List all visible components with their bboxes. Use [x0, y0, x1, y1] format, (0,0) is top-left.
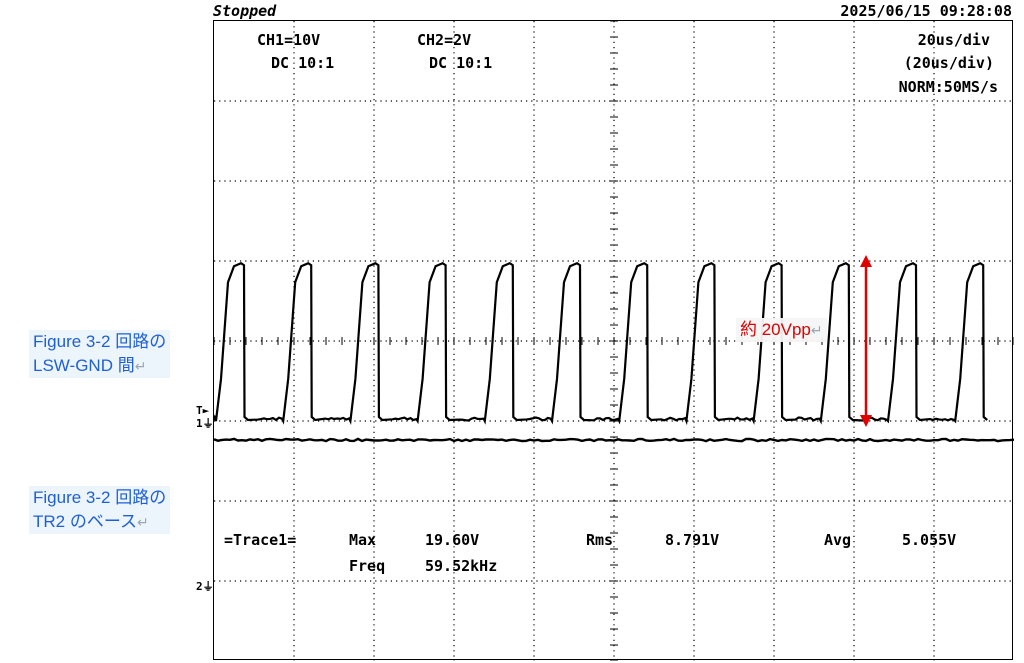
ch2-annotation: Figure 3-2 回路の TR2 のベース↵ [29, 486, 171, 534]
max-label: Max [349, 531, 377, 549]
vpp-annotation: 約 20Vpp↵ [736, 318, 827, 342]
waveform-plot [214, 21, 1014, 661]
ch2-scale: CH2=2V [417, 31, 472, 49]
ch2-coupling: DC 10:1 [429, 54, 493, 72]
return-mark: ↵ [137, 514, 149, 530]
ch1-scale: CH1=10V [257, 31, 321, 49]
acquire-mode: NORM:50MS/s [898, 78, 998, 96]
rms-value: 8.791V [665, 531, 720, 549]
freq-value: 59.52kHz [425, 557, 498, 575]
ch2-annotation-line1: Figure 3-2 回路の [33, 488, 167, 507]
ch1-trace [214, 261, 988, 426]
ch2-annotation-line2: TR2 のベース [33, 512, 137, 531]
avg-label: Avg [824, 531, 852, 549]
vpp-arrow-head-up [860, 255, 872, 267]
return-mark: ↵ [810, 322, 823, 338]
freq-label: Freq [349, 557, 386, 575]
graticule [214, 21, 1014, 661]
vpp-arrow [860, 255, 872, 427]
avg-value: 5.055V [902, 531, 957, 549]
ch2-ground-marker: 2⏚ [196, 580, 214, 593]
ch1-annotation-line2: LSW-GND 間 [33, 356, 135, 375]
ch1-coupling: DC 10:1 [271, 54, 335, 72]
datetime: 2025/06/15 09:28:08 [840, 2, 1012, 20]
ch1-annotation-line1: Figure 3-2 回路の [33, 332, 167, 351]
trace-label: =Trace1= [224, 531, 297, 549]
return-mark: ↵ [134, 358, 147, 374]
scope-screen: CH1=10V DC 10:1 CH2=2V DC 10:1 20us/div … [213, 20, 1014, 661]
status-stopped: Stopped [213, 2, 277, 20]
ch2-trace [214, 437, 1014, 443]
max-value: 19.60V [425, 531, 480, 549]
ch1-annotation: Figure 3-2 回路の LSW-GND 間↵ [29, 330, 171, 378]
timebase-sub: (20us/div) [903, 54, 994, 72]
vpp-arrow-head-down [860, 415, 872, 427]
trigger-marker: T► [196, 404, 210, 417]
traces [214, 261, 1014, 443]
vpp-label: 約 20Vpp [740, 320, 811, 339]
timebase: 20us/div [917, 31, 990, 49]
ch1-ground-marker: 1⏚ [196, 417, 214, 430]
rms-label: Rms [586, 531, 614, 549]
